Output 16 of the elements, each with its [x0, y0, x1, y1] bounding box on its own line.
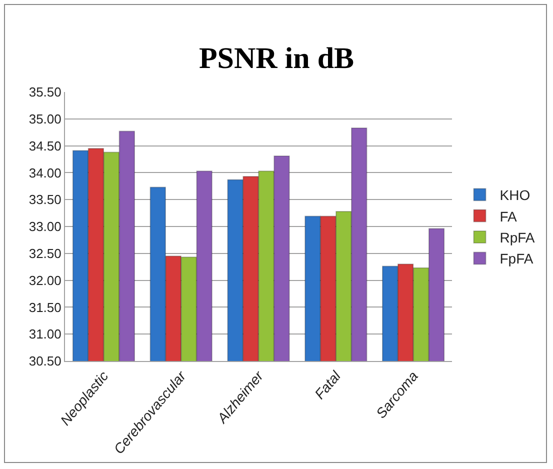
- chart-title: PSNR in dB: [198, 42, 354, 75]
- y-tick-label: 32.00: [28, 272, 62, 288]
- y-tick-label: 35.50: [28, 84, 62, 100]
- y-tick-label: 34.00: [28, 165, 62, 180]
- y-tick-label: 33.50: [28, 192, 62, 208]
- y-tick-label: 35.00: [28, 111, 62, 126]
- legend-label: RpFA: [500, 229, 536, 246]
- y-tick-label: 34.50: [28, 138, 62, 154]
- legend-label: FA: [500, 208, 518, 224]
- y-tick-label: 30.50: [28, 354, 62, 369]
- y-tick-label: 31.50: [28, 300, 62, 315]
- legend-label: FpFA: [500, 250, 534, 267]
- legend-label: KHO: [500, 187, 530, 204]
- y-tick-label: 31.00: [28, 326, 62, 342]
- y-tick-label: 33.00: [28, 219, 62, 234]
- y-tick-label: 32.50: [28, 246, 62, 261]
